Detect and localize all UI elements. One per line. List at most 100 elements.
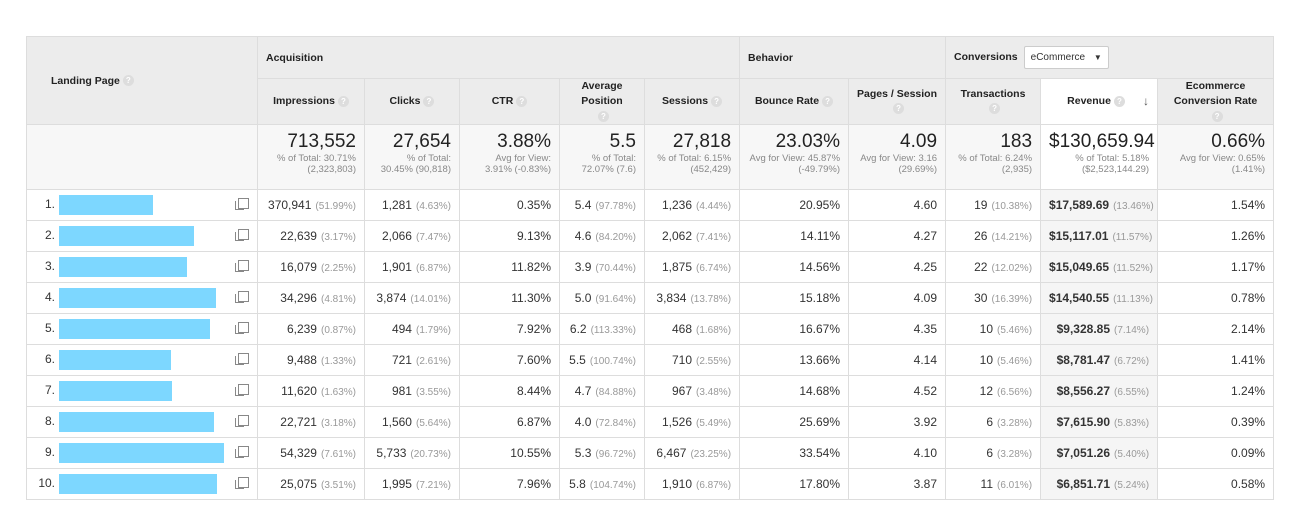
metric-cell: 26 (14.21%) — [945, 220, 1042, 252]
redacted-landing-page-link[interactable] — [59, 381, 172, 401]
total-comparison: % of Total: 6.24% (2,935) — [958, 153, 1033, 175]
help-icon[interactable]: ? — [989, 103, 1001, 115]
metric-value: 7.60% — [516, 353, 551, 367]
open-external-link-icon[interactable] — [235, 198, 249, 210]
metric-value: 4.0 — [574, 415, 592, 429]
metric-value: 3.9 — [574, 260, 592, 274]
redacted-landing-page-link[interactable] — [59, 319, 210, 339]
help-icon[interactable]: ? — [1113, 95, 1125, 107]
metric-value: 1,910 — [661, 477, 693, 491]
row-index: 7. — [44, 383, 55, 398]
conversions-dropdown[interactable]: eCommerce ▼ — [1023, 46, 1109, 69]
metric-percent: (16.39%) — [991, 294, 1033, 305]
metric-value: 3.92 — [913, 415, 938, 429]
open-external-link-icon[interactable] — [235, 260, 249, 272]
metric-value: 30 — [974, 291, 988, 305]
metric-value: 8.44% — [516, 384, 551, 398]
help-icon[interactable]: ? — [423, 95, 435, 107]
metric-cell: 4.0 (72.84%) — [559, 406, 645, 438]
total-comparison: Avg for View: 3.91% (-0.83%) — [484, 153, 551, 175]
column-header-revenue[interactable]: Revenue? ↓ — [1040, 78, 1159, 125]
redacted-landing-page-link[interactable] — [59, 226, 194, 246]
column-header-ctr[interactable]: CTR? — [459, 78, 560, 125]
help-icon[interactable]: ? — [122, 75, 134, 87]
help-icon[interactable]: ? — [598, 110, 609, 122]
metric-value: 1.41% — [1231, 353, 1266, 367]
redacted-landing-page-link[interactable] — [59, 350, 171, 370]
metric-value: 2,062 — [661, 229, 693, 243]
metric-percent: (3.55%) — [415, 387, 451, 398]
open-external-link-icon[interactable] — [235, 291, 249, 303]
metric-percent: (7.14%) — [1114, 325, 1150, 336]
metric-value: $7,615.90 — [1056, 415, 1111, 429]
metric-value: 0.39% — [1231, 415, 1266, 429]
metric-percent: (11.52%) — [1113, 263, 1153, 274]
metric-value: 4.35 — [913, 322, 938, 336]
metric-value: 6,239 — [286, 322, 317, 336]
column-header-clicks[interactable]: Clicks? — [364, 78, 460, 125]
metric-percent: (7.61%) — [320, 449, 356, 460]
open-external-link-icon[interactable] — [235, 322, 249, 334]
metric-cell: 0.39% — [1157, 406, 1275, 438]
metric-value: 11.82% — [511, 260, 551, 274]
help-icon[interactable]: ? — [516, 95, 528, 107]
open-external-link-icon[interactable] — [235, 446, 249, 458]
metric-value: 20.95% — [799, 198, 841, 212]
column-header-sessions[interactable]: Sessions? — [643, 78, 741, 125]
metric-percent: (7.21%) — [415, 480, 451, 491]
help-icon[interactable]: ? — [822, 95, 834, 107]
landing-page-cell: 4. — [26, 282, 258, 314]
metric-cell: 4.52 — [848, 375, 947, 407]
metric-value: $8,781.47 — [1056, 353, 1111, 367]
metric-cell: 4.09 — [848, 282, 947, 314]
metric-percent: (0.87%) — [320, 325, 356, 336]
column-label: Transactions — [960, 87, 1026, 100]
column-header-bounce-rate[interactable]: Bounce Rate? — [739, 78, 850, 125]
metric-cell: 6.87% — [459, 406, 560, 438]
redacted-landing-page-link[interactable] — [59, 474, 217, 494]
total-comparison: % of Total: 5.18% ($2,523,144.29) — [1075, 153, 1150, 175]
column-header-ecommerce-conversion-rate[interactable]: Ecommerce Conversion Rate? — [1157, 78, 1275, 125]
open-external-link-icon[interactable] — [235, 477, 249, 489]
metric-value: $17,589.69 — [1049, 198, 1110, 212]
metric-cell: $7,615.90 (5.83%) — [1040, 406, 1159, 438]
metric-cell: 1.17% — [1157, 251, 1275, 283]
metric-cell: 967 (3.48%) — [643, 375, 741, 407]
metric-percent: (11.13%) — [1113, 294, 1153, 305]
open-external-link-icon[interactable] — [235, 229, 249, 241]
open-external-link-icon[interactable] — [235, 353, 249, 365]
redacted-landing-page-link[interactable] — [59, 412, 214, 432]
redacted-landing-page-link[interactable] — [59, 288, 216, 308]
metric-percent: (3.48%) — [696, 387, 732, 398]
redacted-landing-page-link[interactable] — [59, 195, 153, 215]
help-icon[interactable]: ? — [337, 95, 349, 107]
metric-value: 4.10 — [913, 446, 938, 460]
metric-cell: 14.56% — [739, 251, 850, 283]
metric-value: 5.3 — [574, 446, 592, 460]
help-icon[interactable]: ? — [711, 95, 723, 107]
column-header-transactions[interactable]: Transactions? — [945, 78, 1042, 125]
redacted-landing-page-link[interactable] — [59, 257, 187, 277]
column-header-average-position[interactable]: Average Position? — [559, 78, 645, 125]
open-external-link-icon[interactable] — [235, 384, 249, 396]
metric-value: 2,066 — [381, 229, 412, 243]
metric-value: $7,051.26 — [1056, 446, 1111, 460]
metric-cell: 5.4 (97.78%) — [559, 189, 645, 221]
table-row: 1. 370,941 (51.99%) 1,281 (4.63%) 0.35% 5.4 (97… — [26, 189, 1275, 221]
help-icon[interactable]: ? — [893, 103, 905, 115]
metric-cell: 3.87 — [848, 468, 947, 500]
total-comparison: % of Total: 72.07% (7.6) — [581, 153, 636, 175]
help-icon[interactable]: ? — [1211, 110, 1223, 122]
metric-percent: (70.44%) — [595, 263, 636, 274]
total-cell: 183% of Total: 6.24% (2,935) — [945, 124, 1042, 190]
column-header-landing-page[interactable]: Landing Page? — [26, 36, 258, 125]
metric-cell: 54,329 (7.61%) — [257, 437, 365, 469]
metric-percent: (5.40%) — [1114, 449, 1150, 460]
column-header-pages-session[interactable]: Pages / Session? — [848, 78, 947, 125]
metric-cell: 1.26% — [1157, 220, 1275, 252]
redacted-landing-page-link[interactable] — [59, 443, 224, 463]
sort-descending-icon[interactable]: ↓ — [1143, 94, 1150, 108]
column-header-impressions[interactable]: Impressions? — [257, 78, 365, 125]
open-external-link-icon[interactable] — [235, 415, 249, 427]
landing-page-cell: 1. — [26, 189, 258, 221]
